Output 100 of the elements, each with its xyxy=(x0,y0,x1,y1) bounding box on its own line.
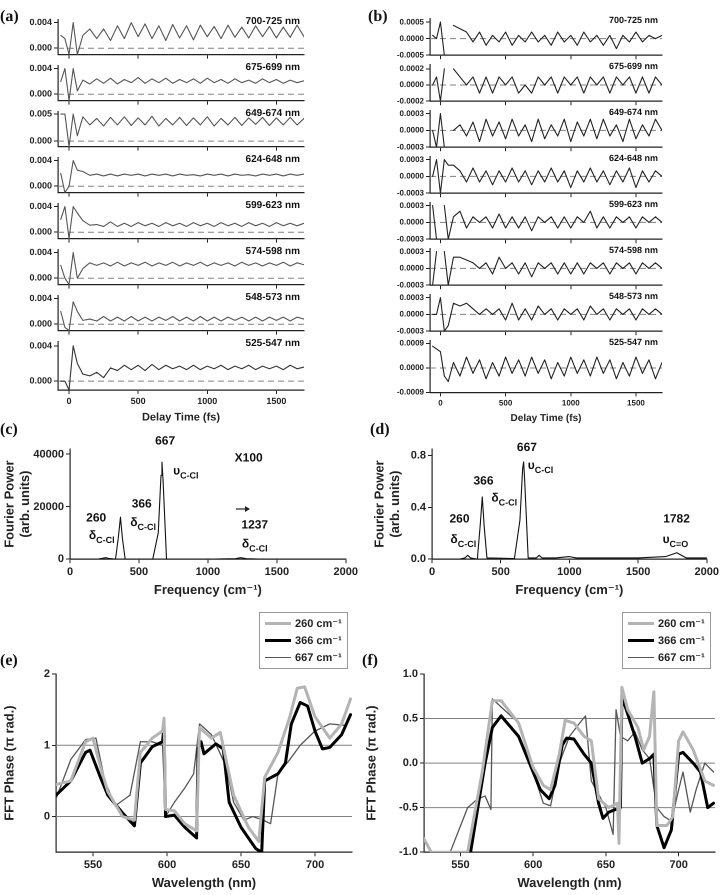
y-tick-label: 0.004 xyxy=(29,155,52,166)
x-tick-label: 1000 xyxy=(557,566,582,578)
y-tick-label: 0.0003 xyxy=(400,108,425,118)
chart-title: 599-623 nm xyxy=(608,198,658,209)
chart-title: 624-648 nm xyxy=(608,152,658,163)
y-tick-label: 0.0003 xyxy=(400,200,425,210)
annotation: 1237 xyxy=(241,517,268,532)
y-tick-label: 1.0 xyxy=(402,668,418,680)
y-tick-label: -0.0003 xyxy=(396,234,425,244)
x-tick-label: 650 xyxy=(232,858,250,871)
chart-title: 675-699 nm xyxy=(246,62,300,74)
y-tick-label: -0.0003 xyxy=(396,188,425,198)
y-tick-label: 0.0000 xyxy=(400,172,425,181)
x-tick-label: 600 xyxy=(158,858,176,871)
x-axis-title: Frequency (cm⁻¹) xyxy=(154,582,262,597)
y-tick-label: 0.5 xyxy=(402,712,418,725)
y-tick-label: 0.000 xyxy=(29,318,52,329)
x-tick-label: 0 xyxy=(66,566,74,578)
y-tick-label: -0.0003 xyxy=(396,280,425,290)
x-tick-label: 600 xyxy=(524,858,542,871)
chart-title: 675-699 nm xyxy=(608,60,658,71)
text: (d) xyxy=(370,421,390,439)
y-tick-label: 0.0002 xyxy=(400,64,425,74)
chart-title: 525-547 nm xyxy=(246,338,300,350)
y-tick-label: 0.000 xyxy=(29,226,52,237)
y-tick-label: -0.0002 xyxy=(396,96,425,106)
x-tick-label: 1500 xyxy=(266,396,286,406)
legend-label: 260 cm⁻¹ xyxy=(295,617,342,630)
text: (b) xyxy=(368,8,388,26)
y-tick-label: 0.004 xyxy=(29,201,52,212)
y-tick-label: 0.0000 xyxy=(400,218,425,227)
annotation: 260 xyxy=(449,511,470,526)
text: (e) xyxy=(0,652,18,670)
x-axis-title: Delay Time (fs) xyxy=(510,412,582,424)
y-tick-label: -0.5 xyxy=(399,802,418,814)
y-tick-label: 0.0003 xyxy=(400,246,425,256)
x-tick-label: 500 xyxy=(130,396,146,406)
y-tick-label: 0.8 xyxy=(410,450,426,462)
y-tick-label: 0.0000 xyxy=(400,363,425,372)
y-axis-title: Fourier Power (arb. units) xyxy=(371,460,402,548)
y-tick-label: 0 xyxy=(44,810,50,823)
y-tick-label: 0 xyxy=(58,553,64,566)
legend-label: 667 cm⁻¹ xyxy=(295,651,342,664)
y-tick-label: -1.0 xyxy=(399,846,418,858)
x-tick-label: 1500 xyxy=(264,566,290,578)
y-tick-label: 0.005 xyxy=(29,108,52,119)
x-tick-label: 700 xyxy=(669,858,688,871)
y-tick-label: 0.0009 xyxy=(400,338,425,348)
y-tick-label: 1 xyxy=(44,739,50,752)
y-tick-label: 0.0005 xyxy=(400,17,425,26)
x-tick-label: 0 xyxy=(428,566,436,578)
y-tick-label: -0.0003 xyxy=(396,142,425,152)
x-axis-title: Frequency (cm⁻¹) xyxy=(515,582,624,597)
x-axis-title: Wavelength (nm) xyxy=(152,874,256,890)
chart-title: 574-598 nm xyxy=(246,246,300,258)
y-tick-label: 0.0003 xyxy=(400,154,425,164)
x-tick-label: 0 xyxy=(438,398,444,408)
y-tick-label: 0.0000 xyxy=(400,264,425,273)
x-tick-label: 1000 xyxy=(196,566,220,578)
y-tick-label: 0.000 xyxy=(29,376,52,386)
y-axis-title: FFT Phase (π rad.) xyxy=(363,705,378,821)
x-tick-label: 0 xyxy=(66,396,72,406)
y-tick-label: 40000 xyxy=(33,448,64,460)
y-tick-label: 0.000 xyxy=(29,272,52,283)
annotation: 366 xyxy=(132,496,152,510)
x-tick-label: 2000 xyxy=(334,566,358,578)
y-tick-label: 0.004 xyxy=(29,63,52,74)
y-tick-label: 0.0 xyxy=(402,757,418,770)
chart-title: 700-725 nm xyxy=(246,16,300,28)
x-tick-label: 550 xyxy=(84,858,102,871)
chart-title: 700-725 nm xyxy=(608,14,658,25)
chart-title: 525-547 nm xyxy=(608,336,658,347)
chart-title: 599-623 nm xyxy=(246,200,300,212)
y-tick-label: 0.000 xyxy=(29,88,52,99)
legend-label: 667 cm⁻¹ xyxy=(658,651,705,664)
y-axis-title: FFT Phase (π rad.) xyxy=(1,705,16,821)
y-tick-label: 0.004 xyxy=(29,293,52,304)
annotation: 260 xyxy=(86,510,107,525)
x-axis-title: Wavelength (nm) xyxy=(517,874,622,890)
y-tick-label: 0.0003 xyxy=(400,292,425,302)
y-tick-label: 0.0000 xyxy=(400,310,425,319)
text: 667 xyxy=(155,433,176,448)
y-tick-label: 0.0000 xyxy=(400,126,425,135)
y-tick-label: 0.004 xyxy=(29,247,52,258)
annotation: 1782 xyxy=(663,511,690,526)
chart-title: 624-648 nm xyxy=(246,154,300,166)
x-tick-label: 1000 xyxy=(197,396,218,406)
x-tick-label: 2000 xyxy=(694,566,720,578)
x-tick-label: 500 xyxy=(498,398,513,408)
y-tick-label: 0.004 xyxy=(29,17,52,28)
chart-title: 649-674 nm xyxy=(608,106,658,117)
legend-label: 260 cm⁻¹ xyxy=(658,617,705,630)
annotation: 366 xyxy=(474,474,494,488)
x-axis-title: Delay Time (fs) xyxy=(142,411,220,424)
text: (c) xyxy=(0,421,18,439)
y-tick-label: 0.0 xyxy=(410,553,426,566)
legend-label: 366 cm⁻¹ xyxy=(295,634,342,647)
y-tick-label: 2 xyxy=(44,668,50,680)
y-tick-label: 0.0000 xyxy=(400,80,425,90)
chart-title: 548-573 nm xyxy=(246,292,300,304)
